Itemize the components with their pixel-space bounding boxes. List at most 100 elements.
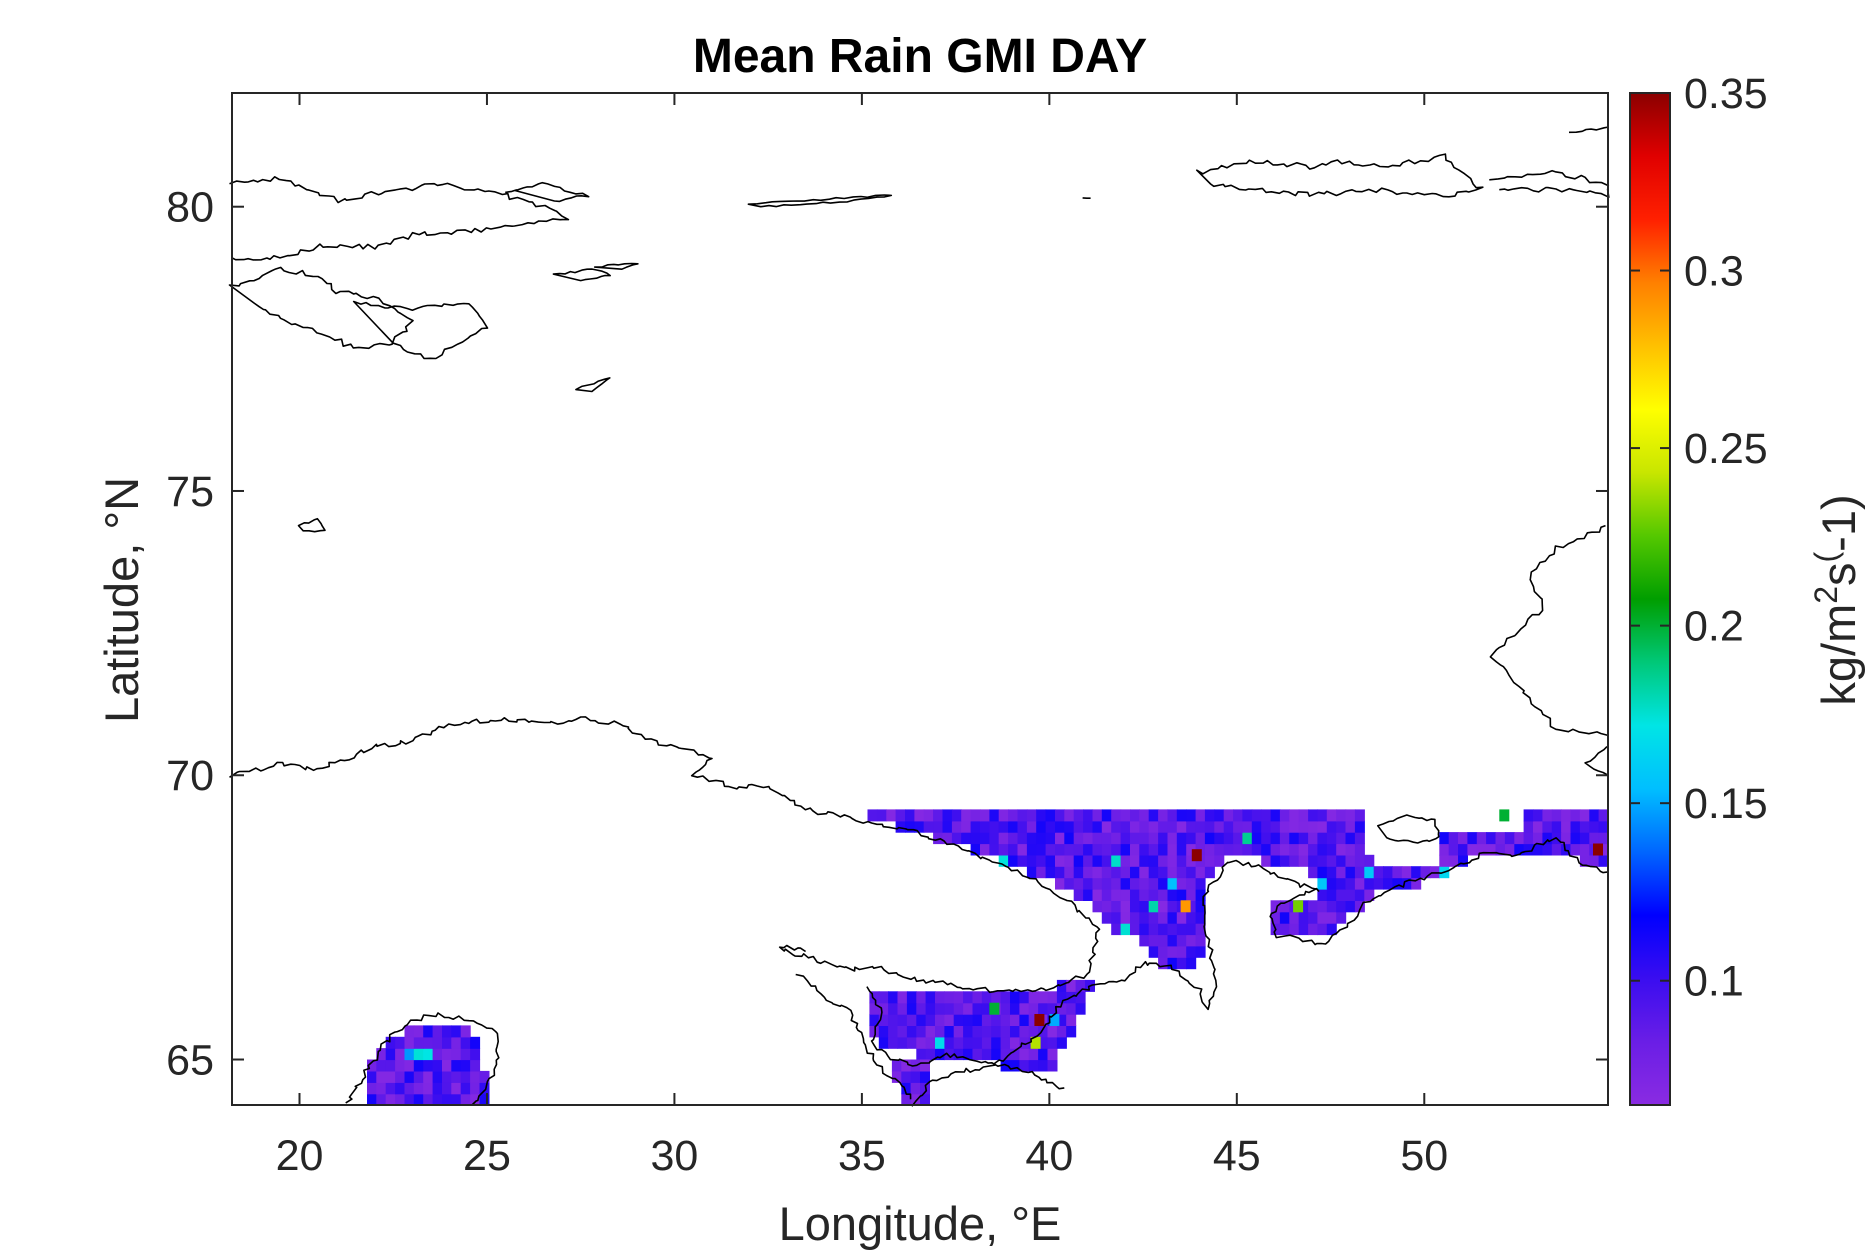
rain-cell — [1326, 866, 1337, 879]
rain-cell — [404, 1036, 415, 1049]
rain-cell — [367, 1070, 377, 1083]
rain-cell — [1083, 889, 1094, 901]
rain-cell — [1167, 854, 1178, 867]
rain-cell — [920, 1082, 930, 1095]
rain-cell — [1139, 900, 1150, 913]
x-axis-label: Longitude, °E — [779, 1197, 1062, 1250]
rain-cell — [376, 1093, 387, 1106]
rain-cell — [1195, 820, 1206, 833]
novaya-zemlya-coast — [1489, 524, 1609, 737]
franz-josef-north-coast — [1568, 126, 1609, 134]
rain-cell — [1130, 854, 1140, 867]
rain-cell — [1148, 854, 1159, 867]
rain-cell — [1075, 1002, 1086, 1015]
rain-cell — [423, 1059, 434, 1072]
rain-cell — [385, 1082, 396, 1095]
rain-cell — [1120, 889, 1131, 901]
rain-cell — [1542, 832, 1553, 845]
rain-cell — [1111, 843, 1122, 856]
rain-cell — [1251, 843, 1262, 856]
rain-cell — [1167, 889, 1178, 901]
rain-cell — [1036, 832, 1047, 845]
rain-cell — [1083, 866, 1094, 879]
rain-cell — [914, 809, 925, 822]
rain-cell — [944, 1025, 955, 1038]
rain-cell — [888, 1002, 899, 1015]
rain-cell — [1047, 1036, 1058, 1049]
rain-cell — [1111, 911, 1122, 924]
rain-cell — [1111, 889, 1122, 901]
rain-cell — [1139, 843, 1150, 856]
rain-cell — [916, 1025, 927, 1038]
colorbar-ticks: 0.1 0.15 0.2 0.25 0.3 0.35 — [1630, 70, 1768, 1006]
rain-cell — [981, 1014, 992, 1026]
rain-cell — [935, 1002, 945, 1015]
rain-cell — [1186, 923, 1197, 936]
rain-cell — [1186, 957, 1197, 970]
rain-cell — [916, 1002, 927, 1015]
rain-cell — [1073, 820, 1084, 833]
rain-cell — [981, 1048, 992, 1061]
rain-cell — [1448, 854, 1459, 867]
rain-cell — [878, 1025, 889, 1038]
rain-cell — [413, 1082, 424, 1095]
colorbar-tick-label: 0.3 — [1684, 248, 1744, 296]
rain-cell — [432, 1070, 443, 1083]
rain-cell — [867, 809, 878, 822]
rain-cell — [972, 1002, 983, 1015]
rain-cell — [869, 1014, 880, 1026]
rain-cell — [1401, 866, 1412, 879]
rain-cell-high — [1293, 900, 1304, 913]
rain-cell — [953, 991, 964, 1004]
rain-cell — [878, 1014, 889, 1026]
rain-cell — [423, 1070, 434, 1083]
rain-cell — [1598, 809, 1609, 822]
rain-cell — [1336, 900, 1347, 913]
rain-cell — [1148, 945, 1159, 958]
colorbar-tick-label: 0.15 — [1684, 780, 1768, 828]
rain-cell — [1373, 866, 1384, 879]
rain-cell — [895, 820, 906, 833]
rain-cell — [1186, 889, 1197, 901]
rain-cell — [1073, 809, 1084, 822]
rain-cell — [1148, 877, 1159, 890]
rain-cell — [1038, 991, 1049, 1004]
rain-cell — [1289, 911, 1300, 924]
rain-cell — [1047, 1059, 1058, 1072]
colorbar-label: kg/m2s(-1) — [1808, 494, 1865, 705]
rain-cell — [1120, 832, 1131, 845]
rain-cell — [1589, 809, 1600, 822]
rain-cell — [1298, 832, 1309, 845]
rain-cell — [1064, 854, 1075, 867]
rain-cell — [1298, 820, 1309, 833]
rain-cell — [1195, 877, 1206, 890]
rain-cell — [1458, 832, 1468, 845]
rain-cell — [1326, 809, 1337, 822]
rain-cell — [981, 1036, 992, 1049]
rain-cell — [925, 1025, 936, 1038]
rain-cell — [423, 1082, 434, 1095]
rain-cell — [1364, 854, 1375, 867]
rain-cell — [1055, 877, 1065, 890]
rain-cell — [1298, 854, 1309, 867]
rain-cell — [460, 1025, 471, 1038]
rain-cell — [916, 1048, 927, 1061]
barentsoya-coast — [228, 266, 414, 350]
rain-cell — [1279, 854, 1290, 867]
rain-cell — [1326, 900, 1337, 913]
rain-cell — [470, 1082, 481, 1095]
rain-cell — [933, 809, 944, 822]
rain-cell — [1026, 832, 1037, 845]
rain-cell — [395, 1070, 406, 1083]
rain-cell — [1026, 843, 1037, 856]
kolguev-coast — [1377, 814, 1440, 844]
rain-cell — [1279, 832, 1290, 845]
rain-cell — [1010, 1036, 1020, 1049]
rain-cell — [1523, 809, 1534, 822]
rain-cell — [933, 820, 944, 833]
rain-cell — [1038, 1036, 1049, 1049]
rain-cell — [1148, 809, 1159, 822]
rain-cell — [1167, 923, 1178, 936]
rain-cell — [935, 1014, 945, 1026]
rain-cell — [1176, 854, 1187, 867]
